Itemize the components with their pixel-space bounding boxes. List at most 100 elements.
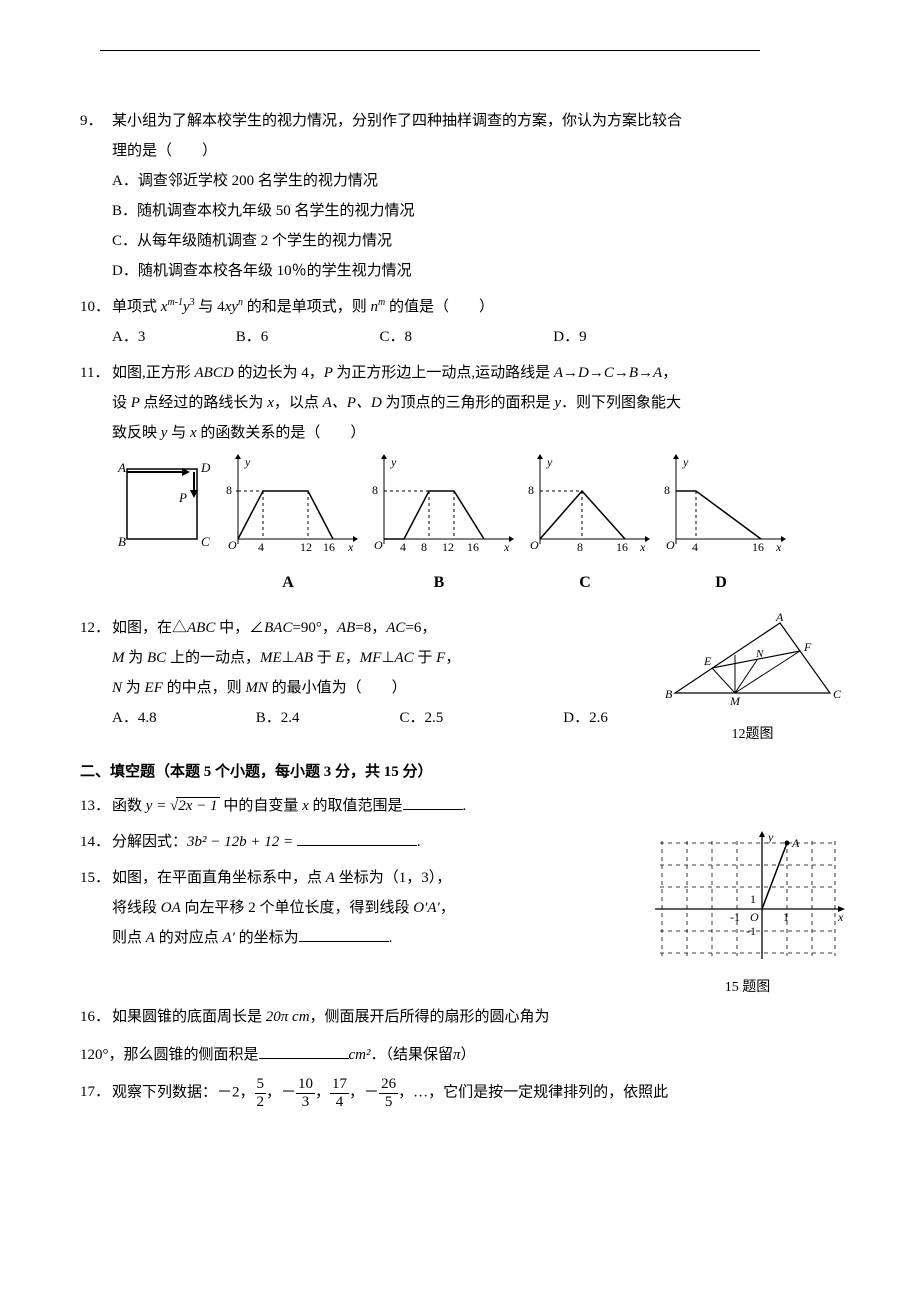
- q11-figure-row: A D B C P y x O 8: [80, 454, 845, 599]
- q11-graph-b-label: B: [364, 567, 514, 599]
- q12-option-d: D．2.6: [563, 703, 608, 733]
- svg-text:x: x: [347, 540, 354, 554]
- q17-frac-4: 265: [379, 1076, 398, 1110]
- svg-text:4: 4: [692, 540, 698, 554]
- svg-text:A: A: [775, 613, 784, 624]
- q17-c1: ，－: [266, 1084, 296, 1100]
- svg-text:y: y: [390, 455, 397, 469]
- q17-c2: ，: [315, 1084, 330, 1100]
- q15-t2: 坐标为（1，3），: [335, 870, 451, 886]
- q15-t5: ，: [440, 900, 455, 916]
- q11-t4: 设: [112, 395, 131, 411]
- q12-t15: 的中点，则: [163, 680, 246, 696]
- q15-figure-caption: 15 题图: [650, 974, 845, 1002]
- q12-t1: 如图，在△: [112, 620, 187, 636]
- q16-t4: ．（结果保留: [371, 1047, 454, 1063]
- top-rule: [100, 50, 760, 51]
- q15-period: .: [389, 930, 393, 946]
- q12-number: 12．: [80, 613, 112, 643]
- q9-stem-line1: 某小组为了解本校学生的视力情况，分别作了四种抽样调查的方案，你认为方案比较合: [112, 113, 682, 129]
- q11-graph-d: y x O 8 4 16 D: [656, 454, 786, 599]
- svg-text:-1: -1: [730, 910, 740, 924]
- q13-period: .: [463, 798, 467, 814]
- q16-t2: ，侧面展开后所得的扇形的圆心角为: [310, 1009, 550, 1025]
- svg-text:E: E: [703, 654, 712, 668]
- q12-me: ME: [260, 650, 282, 666]
- svg-text:8: 8: [528, 483, 534, 497]
- q13-sqrt-arg: 2x − 1: [176, 797, 219, 814]
- q11-t7: 为顶点的三角形的面积是: [386, 395, 555, 411]
- q11-line2: 设 P 点经过的路线长为 x，以点 A、P、D 为顶点的三角形的面积是 y．则下…: [80, 388, 845, 418]
- svg-text:N: N: [755, 648, 764, 660]
- q12-t14: 为: [122, 680, 145, 696]
- q11-path: A→D→C→B→A: [554, 365, 662, 381]
- q12-t11: ⊥: [381, 650, 394, 666]
- q12-ac: AC: [386, 620, 405, 636]
- q12-t16: 的最小值为（ ）: [268, 680, 407, 696]
- q10-number: 10．: [80, 292, 112, 322]
- svg-text:1: 1: [783, 910, 789, 924]
- q13-t2: 中的自变量: [220, 798, 303, 814]
- q16-t5: ）: [461, 1047, 476, 1063]
- svg-text:-1: -1: [746, 924, 756, 938]
- svg-text:B: B: [665, 687, 673, 701]
- q11-number: 11．: [80, 358, 112, 388]
- q11-t2: 的边长为 4，: [237, 365, 323, 381]
- q9-option-b: B．随机调查本校九年级 50 名学生的视力情况: [112, 196, 845, 226]
- svg-text:O: O: [228, 538, 237, 552]
- q14-expr: 3b² − 12b + 12 =: [187, 834, 293, 850]
- q12-abc: ABC: [187, 620, 215, 636]
- q15-t4: 向左平移 2 个单位长度，得到线段: [181, 900, 414, 916]
- q11-apd: A、P、D: [323, 395, 386, 411]
- q12-t10: ，: [345, 650, 360, 666]
- q12-t3: =90°，: [292, 620, 336, 636]
- svg-text:y: y: [682, 455, 689, 469]
- q14-blank: [297, 829, 417, 847]
- svg-text:x: x: [639, 540, 646, 554]
- svg-text:O: O: [374, 538, 383, 552]
- q16-val: 20π cm: [266, 1009, 310, 1025]
- q12-t9: 于: [313, 650, 336, 666]
- svg-text:y: y: [546, 455, 553, 469]
- q17-c3: ，－: [349, 1084, 379, 1100]
- q9-option-c: C．从每年级随机调查 2 个学生的视力情况: [112, 226, 845, 256]
- q12-m: M: [112, 650, 125, 666]
- q10-text-1: 单项式: [112, 299, 161, 315]
- svg-text:x: x: [837, 910, 844, 924]
- q15-a: A: [326, 870, 335, 886]
- q10-y: y: [183, 299, 190, 315]
- q11-t5: 点经过的路线长为: [143, 395, 267, 411]
- q11-graph-d-label: D: [656, 567, 786, 599]
- svg-text:4: 4: [400, 540, 406, 554]
- question-16-line2: 120°，那么圆锥的侧面积是cm²．（结果保留π）: [80, 1040, 845, 1070]
- svg-text:x: x: [775, 540, 782, 554]
- q11-graph-c-label: C: [520, 567, 650, 599]
- q12-option-b: B．2.4: [256, 703, 396, 733]
- svg-text:F: F: [803, 640, 812, 654]
- q12-ab: AB: [337, 620, 355, 636]
- svg-text:4: 4: [258, 540, 264, 554]
- q12-ac2: AC: [394, 650, 413, 666]
- svg-text:16: 16: [323, 540, 335, 554]
- question-13: 13．函数 y = 2x − 1 中的自变量 x 的取值范围是.: [80, 791, 845, 821]
- q10-options: A．3 B．6 C．8 D．9: [80, 322, 845, 352]
- q11-t3b: ，: [662, 365, 677, 381]
- q16-number: 16．: [80, 1002, 112, 1032]
- q15-figure: A y x O 1 -1 1 -1 15 题图: [650, 831, 845, 1002]
- q12-figure-caption: 12题图: [660, 721, 845, 749]
- svg-text:C: C: [201, 534, 210, 549]
- q12-t13: ，: [445, 650, 460, 666]
- q12-t8: ⊥: [282, 650, 295, 666]
- q13-blank: [403, 793, 463, 811]
- q17-frac-2: 103: [296, 1076, 315, 1110]
- q11-t8: ．则下列图象能大: [561, 395, 681, 411]
- q11-p2: P: [131, 395, 144, 411]
- q10-option-a: A．3: [112, 322, 232, 352]
- q17-t2: ，…，它们是按一定规律排列的，依照此: [398, 1084, 668, 1100]
- q9-number: 9．: [80, 106, 112, 136]
- svg-text:C: C: [833, 687, 842, 701]
- svg-text:D: D: [200, 460, 211, 475]
- q13-t1: 函数: [112, 798, 146, 814]
- q14-t1: 分解因式：: [112, 834, 187, 850]
- svg-text:B: B: [118, 534, 126, 549]
